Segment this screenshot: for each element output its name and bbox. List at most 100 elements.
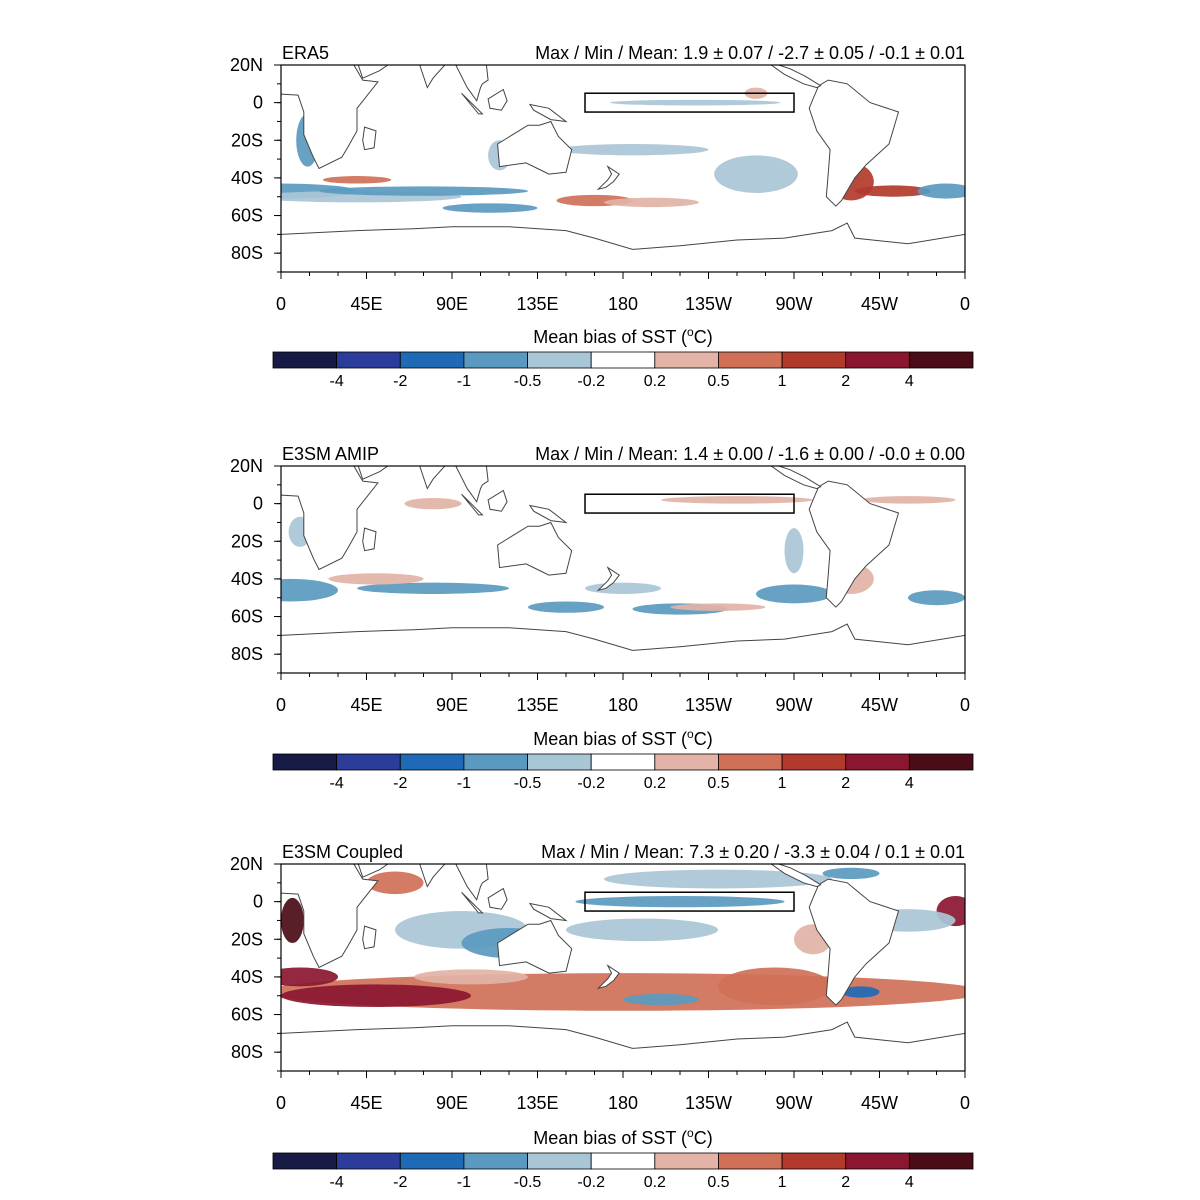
lat-tick-label: 40S xyxy=(231,569,263,589)
colorbar-swatch xyxy=(908,753,974,771)
lat-tick-label: 40S xyxy=(231,168,263,188)
coastline-samerica xyxy=(808,878,900,1006)
bias-region xyxy=(319,186,528,196)
colorbar-swatch xyxy=(463,351,528,369)
bias-region xyxy=(908,590,965,606)
colorbar-swatch xyxy=(272,1152,338,1170)
bias-region xyxy=(917,183,965,199)
bias-region xyxy=(281,897,304,944)
panel-title: E3SM AMIP xyxy=(282,444,379,464)
lon-tick-label: 0 xyxy=(276,294,286,314)
coastlines xyxy=(281,466,965,673)
coastline-samerica xyxy=(808,480,900,608)
colorbar-tick-label: -0.5 xyxy=(514,775,542,792)
bias-region xyxy=(328,573,424,585)
colorbar-tick-label: -0.2 xyxy=(577,373,605,390)
coastline-borneo xyxy=(487,88,508,111)
colorbar-tick-label: -1 xyxy=(457,1174,471,1191)
panel-e3sm-amip: 20N 0 20S 40S 60S 80S 0 45E 90E 135E 180 135W 90W 45W… xyxy=(230,444,970,715)
bias-region xyxy=(854,185,931,197)
colorbar-tick-label: 2 xyxy=(841,373,850,390)
colorbar-tick-label: -4 xyxy=(330,775,344,792)
colorbar-tick-label: -1 xyxy=(457,775,471,792)
colorbar-swatch xyxy=(654,753,719,771)
colorbar-e3sm-amip: Mean bias of SST (oC) -4 -2 -1 -0.5 -0.2 0.2 0.… xyxy=(272,727,974,792)
coastline-nz xyxy=(596,165,620,191)
coastline-arabia xyxy=(357,864,389,878)
lat-tick-label: 0 xyxy=(253,93,263,113)
coastline-africa xyxy=(281,864,379,969)
panel-era5: 20N 0 20S 40S 60S 80S 0 45E 90E 135E 180 135W 90W 45W… xyxy=(230,43,970,314)
lat-tick-label: 20S xyxy=(231,929,263,949)
bias-region xyxy=(860,496,956,504)
colorbar-swatch xyxy=(336,351,401,369)
coastlines xyxy=(281,864,965,1071)
lon-tick-label: 0 xyxy=(276,695,286,715)
coastline-africa xyxy=(281,65,379,170)
lat-tick-label: 60S xyxy=(231,206,263,226)
colorbar-swatch xyxy=(654,1152,719,1170)
colorbar-swatch xyxy=(718,753,783,771)
lon-tick-label: 135E xyxy=(516,695,558,715)
coastlines xyxy=(281,65,965,272)
coastline-camerica xyxy=(770,864,822,888)
coastline-sumatra xyxy=(461,493,484,516)
colorbar-tick-label: -0.5 xyxy=(514,373,542,390)
colorbar-tick-label: -2 xyxy=(393,1174,407,1191)
colorbar-label: Mean bias of SST (oC) xyxy=(533,727,712,749)
coastline-antarctica xyxy=(281,623,965,673)
coastline-samerica xyxy=(808,79,900,207)
colorbar-swatch xyxy=(718,351,783,369)
coastline-borneo xyxy=(487,887,508,910)
bias-region xyxy=(756,584,832,604)
colorbar-swatch xyxy=(654,351,719,369)
lon-tick-label: 135E xyxy=(516,294,558,314)
colorbar-tick-label: -0.2 xyxy=(577,1174,605,1191)
colorbar-tick-label: 0.5 xyxy=(707,373,729,390)
bias-region xyxy=(414,969,528,985)
lat-tick-label: 0 xyxy=(253,494,263,514)
colorbar-swatch xyxy=(845,1152,910,1170)
colorbar-tick-label: 2 xyxy=(841,1174,850,1191)
coastline-australia xyxy=(497,521,573,576)
lat-tick-label: 20N xyxy=(230,55,263,75)
bias-region xyxy=(604,869,832,889)
lon-tick-label: 45E xyxy=(350,1093,382,1113)
colorbar-tick-label: 1 xyxy=(778,775,787,792)
bias-field xyxy=(281,867,965,1011)
colorbar-tick-label: 0.2 xyxy=(644,373,666,390)
colorbar-swatch xyxy=(336,1152,401,1170)
coastline-arabia xyxy=(357,65,389,79)
lon-tick-label: 45E xyxy=(350,294,382,314)
colorbar-tick-label: -2 xyxy=(393,373,407,390)
lon-tick-label: 90W xyxy=(775,695,812,715)
panel-title: ERA5 xyxy=(282,43,329,63)
colorbar-tick-label: 0.2 xyxy=(644,1174,666,1191)
lat-tick-label: 40S xyxy=(231,967,263,987)
lon-tick-label: 90E xyxy=(436,1093,468,1113)
bias-region xyxy=(366,871,424,895)
coastline-antarctica xyxy=(281,222,965,272)
colorbar-swatch xyxy=(718,1152,783,1170)
coastline-camerica xyxy=(770,466,822,490)
colorbar-label: Mean bias of SST (oC) xyxy=(533,1126,712,1148)
lat-tick-label: 20N xyxy=(230,456,263,476)
colorbar-swatch xyxy=(845,351,910,369)
coastline-newguinea xyxy=(528,504,568,524)
bias-region xyxy=(714,155,798,193)
panel-stats: Max / Min / Mean: 1.4 ± 0.00 / -1.6 ± 0.… xyxy=(535,444,965,464)
coastline-africa xyxy=(281,466,379,571)
lon-tick-label: 180 xyxy=(608,695,638,715)
colorbar-tick-label: -1 xyxy=(457,373,471,390)
panel-e3sm-coupled: 20N 0 20S 40S 60S 80S 0 45E 90E 135E 180 135W 90W 45W… xyxy=(230,842,970,1113)
lon-tick-label: 90E xyxy=(436,294,468,314)
coastline-australia xyxy=(497,120,573,175)
bias-region xyxy=(357,582,509,594)
colorbar-tick-label: 2 xyxy=(841,775,850,792)
bias-region xyxy=(281,578,338,602)
colorbar-era5: Mean bias of SST (oC) -4 -2 -1 -0.5 -0.2 0.2 0.… xyxy=(272,325,974,390)
bias-region xyxy=(442,203,538,213)
lon-tick-label: 90W xyxy=(775,1093,812,1113)
coastline-seasia xyxy=(455,466,489,503)
lon-tick-label: 0 xyxy=(960,1093,970,1113)
